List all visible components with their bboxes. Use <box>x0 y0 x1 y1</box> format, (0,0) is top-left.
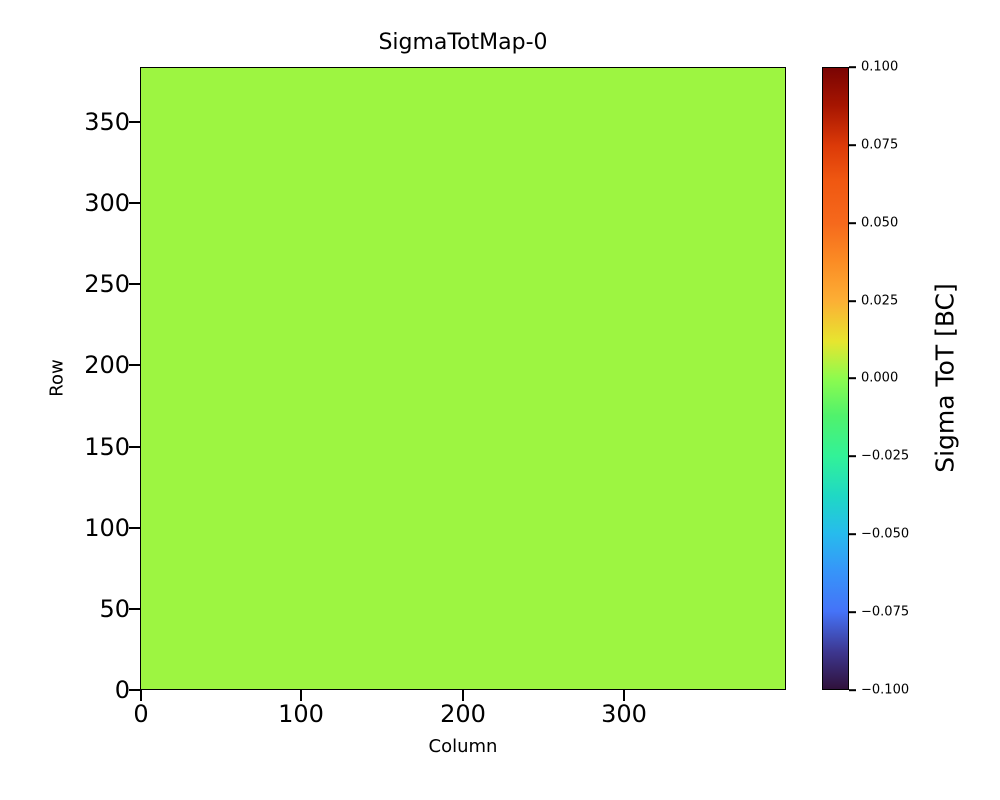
colorbar-tick-mark <box>849 689 856 691</box>
y-tick-mark <box>129 446 140 448</box>
x-tick-label: 100 <box>278 700 324 728</box>
colorbar-tick-label: −0.050 <box>861 526 910 542</box>
y-tick-label: 250 <box>84 270 130 298</box>
chart-title: SigmaTotMap-0 <box>378 30 548 55</box>
y-tick-label: 350 <box>84 108 130 136</box>
colorbar-tick-mark <box>849 300 856 302</box>
colorbar-tick-label: 0.100 <box>861 59 899 75</box>
y-axis-label: Row <box>46 359 68 397</box>
colorbar-tick-label: 0.000 <box>861 370 899 386</box>
y-tick-label: 0 <box>114 676 130 704</box>
y-tick-label: 150 <box>84 433 130 461</box>
colorbar-tick-mark <box>849 222 856 224</box>
y-tick-label: 300 <box>84 189 130 217</box>
colorbar-tick-label: 0.075 <box>861 137 899 153</box>
colorbar-tick-label: 0.025 <box>861 293 899 309</box>
colorbar-tick-mark <box>849 533 856 535</box>
colorbar-label: Sigma ToT [BC] <box>930 283 960 473</box>
colorbar-tick-mark <box>849 144 856 146</box>
colorbar-tick-mark <box>849 455 856 457</box>
y-tick-mark <box>129 283 140 285</box>
colorbar-tick-mark <box>849 377 856 379</box>
x-tick-mark <box>623 690 625 701</box>
colorbar-tick-label: 0.050 <box>861 215 899 231</box>
y-tick-mark <box>129 364 140 366</box>
colorbar-gradient <box>822 67 849 690</box>
x-tick-label: 200 <box>440 700 486 728</box>
colorbar-tick-label: −0.075 <box>861 604 910 620</box>
y-tick-label: 50 <box>99 595 130 623</box>
colorbar-tick-mark <box>849 611 856 613</box>
y-tick-mark <box>129 527 140 529</box>
y-tick-mark <box>129 608 140 610</box>
y-tick-mark <box>129 689 140 691</box>
x-tick-mark <box>140 690 142 701</box>
x-axis-label: Column <box>428 736 498 757</box>
y-tick-label: 200 <box>84 351 130 379</box>
y-tick-mark <box>129 202 140 204</box>
heatmap-surface <box>140 67 786 690</box>
x-tick-label: 0 <box>133 700 149 728</box>
y-tick-label: 100 <box>84 514 130 542</box>
colorbar-tick-label: −0.100 <box>861 682 910 698</box>
x-tick-mark <box>462 690 464 701</box>
x-tick-mark <box>300 690 302 701</box>
colorbar-tick-label: −0.025 <box>861 448 910 464</box>
x-tick-label: 300 <box>601 700 647 728</box>
y-tick-mark <box>129 121 140 123</box>
colorbar-tick-mark <box>849 66 856 68</box>
